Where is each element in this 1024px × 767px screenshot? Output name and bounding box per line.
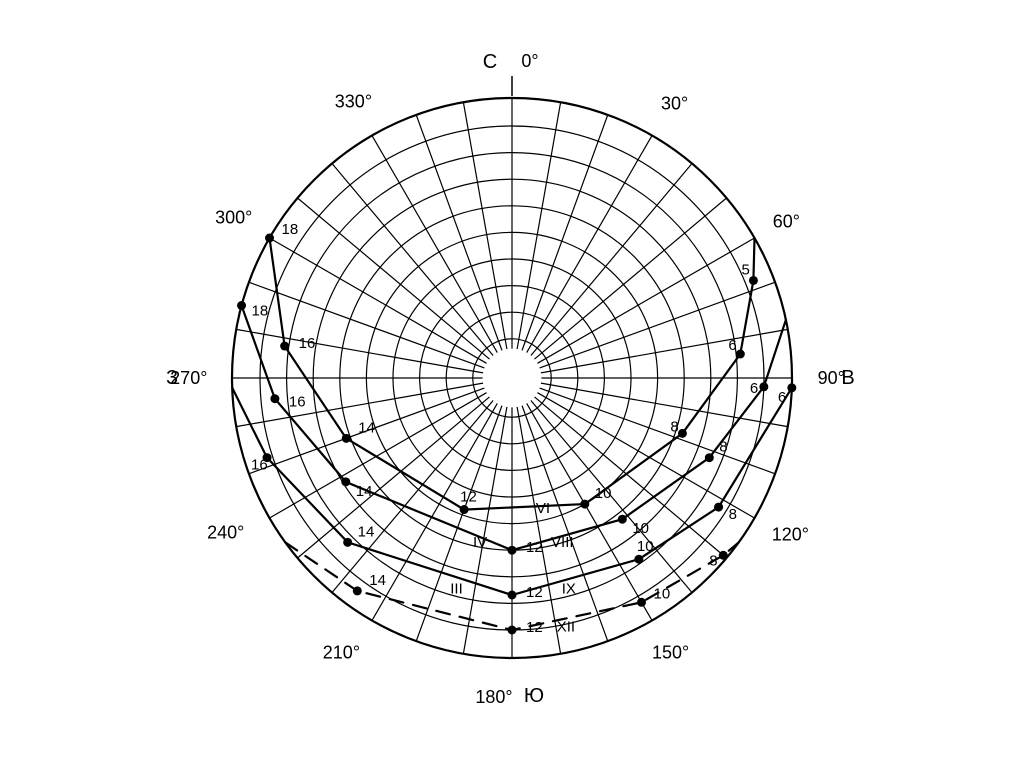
azimuth-label-300: 300° — [215, 207, 252, 227]
hour-marker — [759, 382, 768, 391]
month-label-IV: IV — [473, 534, 487, 551]
cardinal-В: В — [841, 367, 854, 389]
hour-label: 12 — [526, 584, 543, 601]
hour-marker — [508, 626, 517, 635]
hour-marker — [265, 234, 274, 243]
azimuth-label-60: 60° — [773, 211, 800, 231]
hour-label: 18 — [282, 221, 299, 238]
hour-label: 16 — [289, 394, 306, 411]
azimuth-line — [517, 407, 561, 654]
hour-label: 10 — [632, 520, 649, 537]
sun-path-polar-diagram: 18 16 14 12 10 8 6 5 VI 18 16 14 12 10 8 6 IV VIII 16 14 12 1… — [0, 0, 1024, 767]
center-hub — [485, 351, 539, 405]
hour-marker — [341, 477, 350, 486]
cardinal-Ю: Ю — [524, 685, 544, 707]
month-label-VI: VI — [536, 500, 550, 517]
month-label-VIII: VIII — [551, 534, 574, 551]
hour-marker — [749, 276, 758, 285]
hour-marker — [637, 598, 646, 607]
azimuth-line — [236, 329, 483, 373]
azimuth-label-30: 30° — [661, 94, 688, 114]
month-label-IX: IX — [562, 581, 576, 598]
hour-label: 16 — [251, 457, 268, 474]
hour-label: 14 — [369, 572, 386, 589]
azimuth-line — [372, 403, 497, 620]
hour-label: 18 — [252, 303, 269, 320]
hour-label: 10 — [654, 585, 671, 602]
azimuth-label-0: 0° — [521, 51, 538, 71]
hour-marker — [237, 301, 246, 310]
hour-label: 6 — [778, 389, 786, 406]
hour-marker — [719, 551, 728, 560]
hour-marker — [787, 383, 796, 392]
azimuth-label-240: 240° — [207, 523, 244, 543]
hour-marker — [343, 538, 352, 547]
hour-label: 8 — [709, 552, 717, 569]
azimuth-line — [270, 393, 487, 518]
cardinal-С: С — [483, 51, 497, 73]
hour-label: 14 — [358, 419, 375, 436]
hour-marker — [353, 586, 362, 595]
hour-label: 14 — [356, 483, 373, 500]
hour-marker — [678, 429, 687, 438]
hour-label: 6 — [750, 380, 758, 397]
hour-label: 16 — [299, 335, 316, 352]
hour-marker — [342, 434, 351, 443]
azimuth-label-120: 120° — [772, 525, 809, 545]
hour-label: 6 — [728, 337, 736, 354]
hour-marker — [618, 515, 627, 524]
azimuth-label-150: 150° — [652, 642, 689, 662]
hour-label: 10 — [595, 485, 612, 502]
hour-marker — [508, 546, 517, 555]
azimuth-line — [527, 136, 652, 353]
hour-label: 8 — [719, 439, 727, 456]
hour-marker — [580, 500, 589, 509]
azimuth-line — [517, 102, 561, 349]
hour-marker — [460, 505, 469, 514]
month-label-XII: XII — [557, 619, 575, 636]
hour-marker — [705, 453, 714, 462]
azimuth-label-180: 180° — [475, 687, 512, 707]
hour-label: 8 — [670, 418, 678, 435]
azimuth-line — [372, 136, 497, 353]
month-label-III: III — [450, 580, 463, 597]
azimuth-line — [463, 102, 507, 349]
hour-label: 10 — [637, 538, 654, 555]
azimuth-line — [537, 238, 754, 363]
azimuth-label-210: 210° — [323, 642, 360, 662]
hour-marker — [508, 591, 517, 600]
hour-label: 14 — [358, 523, 375, 540]
hour-marker — [280, 342, 289, 351]
azimuth-line — [463, 407, 507, 654]
hour-label: 8 — [729, 506, 737, 523]
hour-label: 12 — [526, 619, 543, 636]
hour-marker — [634, 555, 643, 564]
hour-label: 12 — [460, 489, 477, 506]
hour-marker — [714, 503, 723, 512]
azimuth-line — [541, 329, 788, 373]
hour-label: 5 — [741, 261, 749, 278]
cardinal-З: З — [166, 367, 178, 389]
hour-label: 12 — [526, 539, 543, 556]
polar-grid — [232, 76, 792, 658]
hour-marker — [270, 394, 279, 403]
hour-marker — [736, 350, 745, 359]
azimuth-label-330: 330° — [335, 92, 372, 112]
